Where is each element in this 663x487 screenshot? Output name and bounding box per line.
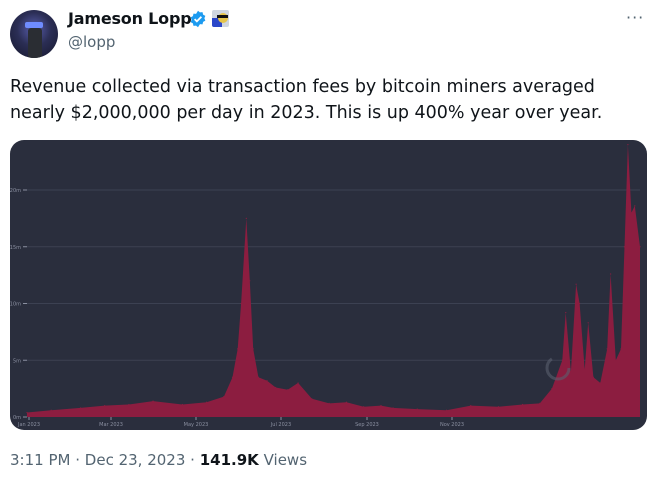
y-tick-label: 0m <box>13 415 21 421</box>
avatar[interactable] <box>10 10 58 58</box>
data-point <box>584 368 586 370</box>
data-point <box>249 280 251 282</box>
data-point <box>539 402 541 404</box>
data-point <box>620 348 622 350</box>
author-handle[interactable]: @lopp <box>68 33 116 51</box>
separator: · <box>75 451 81 469</box>
y-tick-label: 15m <box>10 245 21 251</box>
data-point <box>104 405 106 407</box>
data-point <box>345 401 348 403</box>
data-point <box>639 246 641 248</box>
views-label: Views <box>263 451 308 469</box>
sunglasses-emoji-icon <box>212 10 229 27</box>
fee-revenue-area <box>27 144 640 417</box>
watermark-logo <box>545 355 571 381</box>
data-point <box>231 376 234 378</box>
y-tick-label: 5m <box>13 358 21 364</box>
data-point <box>570 371 572 373</box>
data-point <box>587 322 589 324</box>
x-tick-label: Jan 2023 <box>17 422 40 428</box>
verified-badge-icon <box>190 10 206 28</box>
chart-image[interactable]: 0m 5m 10m 15m 20m Jan 2023 Mar 2023 May 2023 Jul… <box>10 140 647 430</box>
data-point <box>223 395 225 398</box>
data-point <box>599 382 601 384</box>
data-point <box>257 376 259 378</box>
data-point <box>615 359 617 361</box>
data-point <box>551 388 553 390</box>
tweet-date[interactable]: Dec 23, 2023 <box>84 451 186 469</box>
data-point <box>287 389 289 391</box>
x-tick-label: Mar 2023 <box>99 422 123 428</box>
data-point <box>311 398 313 400</box>
separator: · <box>190 451 195 469</box>
data-point <box>565 311 567 314</box>
data-point <box>380 405 382 407</box>
data-point <box>266 380 268 382</box>
data-point <box>634 205 636 207</box>
data-point <box>623 246 626 248</box>
data-point <box>50 409 52 411</box>
data-point <box>416 408 418 410</box>
views-count: 141.9K <box>199 451 259 469</box>
data-point <box>630 212 632 214</box>
data-point <box>606 348 608 350</box>
data-point <box>181 403 184 406</box>
tweet-time[interactable]: 3:11 PM <box>10 451 71 469</box>
data-point <box>627 144 629 146</box>
data-point <box>152 400 154 402</box>
data-point <box>297 382 299 384</box>
data-point <box>328 402 330 404</box>
data-point <box>240 302 242 305</box>
x-tick-label: Sep 2023 <box>355 422 379 428</box>
data-point <box>446 409 448 411</box>
data-point <box>26 411 28 414</box>
data-point <box>561 359 563 361</box>
y-tick-label: 10m <box>10 302 21 308</box>
data-point <box>275 386 277 389</box>
data-point <box>245 217 247 219</box>
x-tick-label: Jul 2023 <box>270 422 291 428</box>
data-point <box>252 348 254 350</box>
data-point <box>392 407 394 409</box>
data-point <box>363 406 365 408</box>
data-point <box>470 405 472 407</box>
data-point <box>575 283 577 285</box>
tweet-footer: 3:11 PM · Dec 23, 2023 · 141.9K Views <box>10 451 307 469</box>
data-point <box>237 348 239 350</box>
tweet-text: Revenue collected via transaction fees b… <box>10 77 603 123</box>
data-point <box>521 403 524 406</box>
data-point <box>497 406 500 408</box>
author-name[interactable]: Jameson Lopp <box>68 9 192 28</box>
data-point <box>592 376 594 378</box>
data-point <box>205 401 208 403</box>
x-tick-label: May 2023 <box>184 422 209 428</box>
more-options-icon[interactable]: ··· <box>626 8 645 27</box>
fees-area-chart: 0m 5m 10m 15m 20m Jan 2023 Mar 2023 May 2023 Jul… <box>10 144 641 428</box>
x-tick-label: Nov 2023 <box>440 422 464 428</box>
data-point <box>128 403 130 406</box>
data-point <box>610 273 612 275</box>
data-point <box>79 407 82 409</box>
data-point <box>578 302 581 305</box>
y-tick-label: 20m <box>10 188 21 194</box>
